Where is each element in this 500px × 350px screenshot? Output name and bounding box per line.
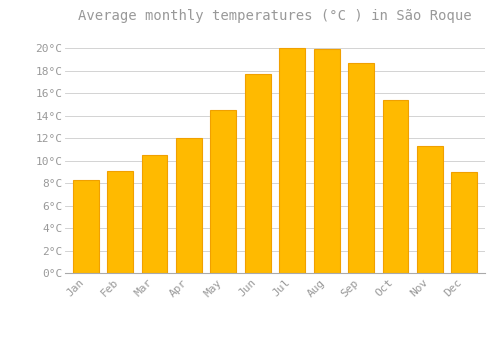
Bar — [72, 180, 99, 273]
Bar — [176, 138, 202, 273]
Bar — [107, 171, 133, 273]
Bar — [245, 74, 270, 273]
Bar — [417, 146, 443, 273]
Bar — [382, 100, 408, 273]
Bar — [210, 110, 236, 273]
Bar — [280, 48, 305, 273]
Bar — [452, 172, 477, 273]
Bar — [314, 49, 340, 273]
Bar — [348, 63, 374, 273]
Title: Average monthly temperatures (°C ) in São Roque: Average monthly temperatures (°C ) in Sã… — [78, 9, 472, 23]
Bar — [142, 155, 168, 273]
